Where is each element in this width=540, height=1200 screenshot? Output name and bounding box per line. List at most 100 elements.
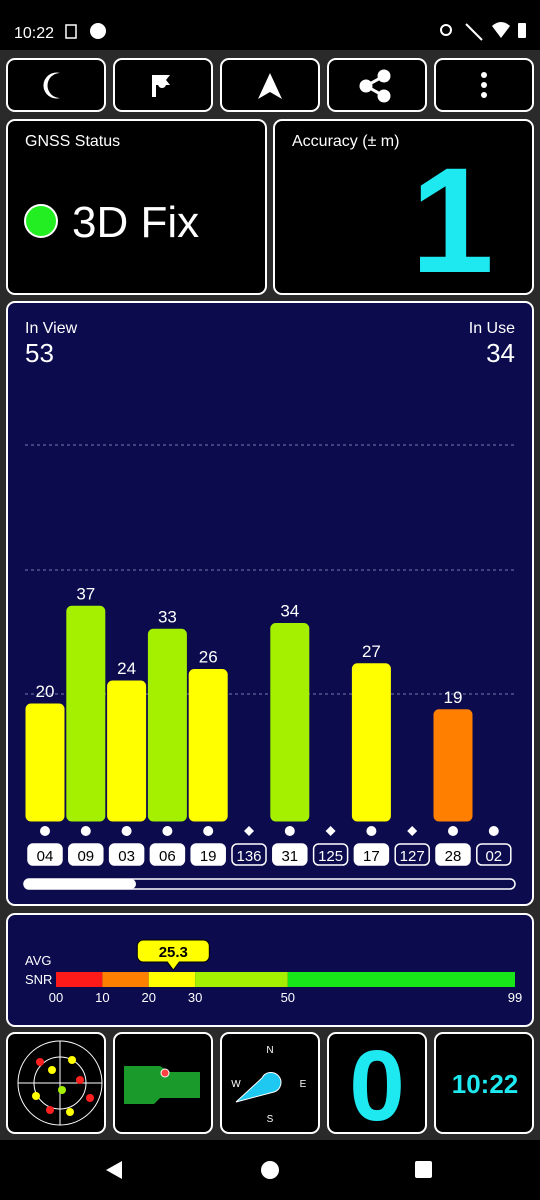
compass-south: S — [267, 1114, 274, 1125]
prn-box — [312, 843, 349, 866]
share-button[interactable] — [327, 58, 427, 112]
status-icon — [65, 24, 77, 39]
world-map-icon — [124, 1066, 200, 1104]
status-icon — [90, 23, 106, 39]
prn-label: 28 — [445, 848, 462, 865]
fix-indicator — [24, 204, 58, 238]
prn-label: 02 — [485, 848, 502, 865]
snr-callout — [136, 939, 210, 971]
recents-button[interactable] — [415, 1161, 432, 1178]
bar-value-label: 24 — [117, 659, 136, 678]
bar — [66, 605, 106, 822]
constellation-marker — [366, 826, 377, 836]
prn-box — [394, 843, 430, 866]
bar — [147, 628, 187, 822]
snr-tick-label: 00 — [49, 990, 63, 1005]
night-mode-button[interactable] — [6, 58, 106, 112]
bar-value-label: 33 — [158, 607, 177, 626]
speed-value: 0 — [349, 1030, 405, 1142]
bar-chart: 20 04 37 09 24 03 33 06 26 19 136 34 31 125 27 17 127 19 2… — [25, 584, 512, 866]
snr-tick-label: 99 — [508, 990, 522, 1005]
status-time: 10:22 — [14, 25, 54, 42]
bar-value-label: 19 — [444, 688, 463, 707]
prn-box — [353, 843, 390, 866]
bar — [107, 680, 147, 822]
snr-segment — [195, 972, 288, 987]
bar-value-label: 27 — [362, 642, 381, 661]
prn-box — [231, 843, 267, 866]
constellation-marker — [121, 826, 132, 836]
snr-segment — [102, 972, 149, 987]
prn-label: 136 — [236, 848, 261, 865]
grid — [25, 444, 515, 695]
in-use-count: 34 — [486, 338, 515, 368]
compass-needle — [235, 1071, 282, 1103]
scrollbar-thumb[interactable] — [24, 879, 136, 889]
gnss-status-label: GNSS Status — [25, 133, 120, 150]
in-use-label: In Use — [469, 320, 515, 337]
person-flag-icon — [152, 75, 170, 97]
accuracy-panel — [273, 119, 534, 295]
prn-label: 04 — [37, 848, 54, 865]
snr-scale: 00 10 20 30 50 99 25.3 — [49, 939, 522, 1005]
constellation-marker — [448, 826, 458, 836]
bar-value-label: 37 — [76, 584, 95, 603]
gnss-status-panel — [6, 119, 267, 295]
compass-west: W — [231, 1079, 241, 1090]
snr-tick-label: 50 — [281, 990, 295, 1005]
back-button[interactable] — [106, 1161, 122, 1179]
constellation-marker — [488, 826, 499, 836]
in-view-count: 53 — [25, 338, 54, 368]
speed-tile[interactable] — [327, 1032, 427, 1134]
accuracy-label: Accuracy (± m) — [292, 133, 399, 150]
prn-box — [149, 843, 186, 866]
snr-tick-label: 20 — [141, 990, 155, 1005]
constellation-marker — [325, 826, 336, 836]
snr-label: SNR — [25, 972, 52, 987]
compass-north: N — [266, 1045, 273, 1056]
prn-label: 125 — [318, 848, 343, 865]
status-icon — [518, 23, 526, 38]
constellation-marker — [162, 826, 173, 836]
compass-east: E — [300, 1079, 307, 1090]
menu-icon — [481, 72, 487, 98]
clock-tile[interactable] — [434, 1032, 534, 1134]
bar — [433, 709, 473, 822]
prn-box — [476, 843, 512, 866]
toolbar — [6, 58, 534, 112]
prn-box — [108, 843, 145, 866]
constellation-marker — [40, 826, 50, 836]
status-icon — [465, 23, 483, 41]
bar — [25, 703, 65, 822]
snr-segment — [287, 972, 515, 987]
constellation-marker — [407, 826, 418, 836]
status-bar — [0, 0, 540, 50]
constellation-marker — [80, 826, 91, 836]
prn-label: 03 — [118, 848, 135, 865]
bar-value-label: 20 — [36, 682, 55, 701]
prn-label: 17 — [363, 848, 380, 865]
prn-box — [27, 843, 63, 866]
prn-box — [272, 843, 308, 866]
snr-panel — [6, 913, 534, 1027]
snr-tick-label: 30 — [188, 990, 202, 1005]
bar — [351, 663, 391, 822]
snr-tick-label: 10 — [95, 990, 109, 1005]
prn-label: 09 — [77, 848, 94, 865]
in-view-label: In View — [25, 320, 78, 337]
home-button[interactable] — [261, 1161, 279, 1179]
constellation-marker — [284, 826, 295, 836]
constellation-marker — [244, 826, 254, 836]
status-icon — [492, 22, 510, 38]
moon-icon — [43, 72, 60, 99]
prn-box — [190, 843, 226, 866]
bar — [270, 623, 310, 822]
bottom-tiles: N E S W 0 10:22 — [6, 1030, 534, 1142]
snr-segment — [148, 972, 196, 987]
status-icon — [440, 24, 452, 36]
snr-segment — [56, 972, 103, 987]
prn-box — [435, 843, 471, 866]
bar-value-label: 34 — [280, 602, 299, 621]
